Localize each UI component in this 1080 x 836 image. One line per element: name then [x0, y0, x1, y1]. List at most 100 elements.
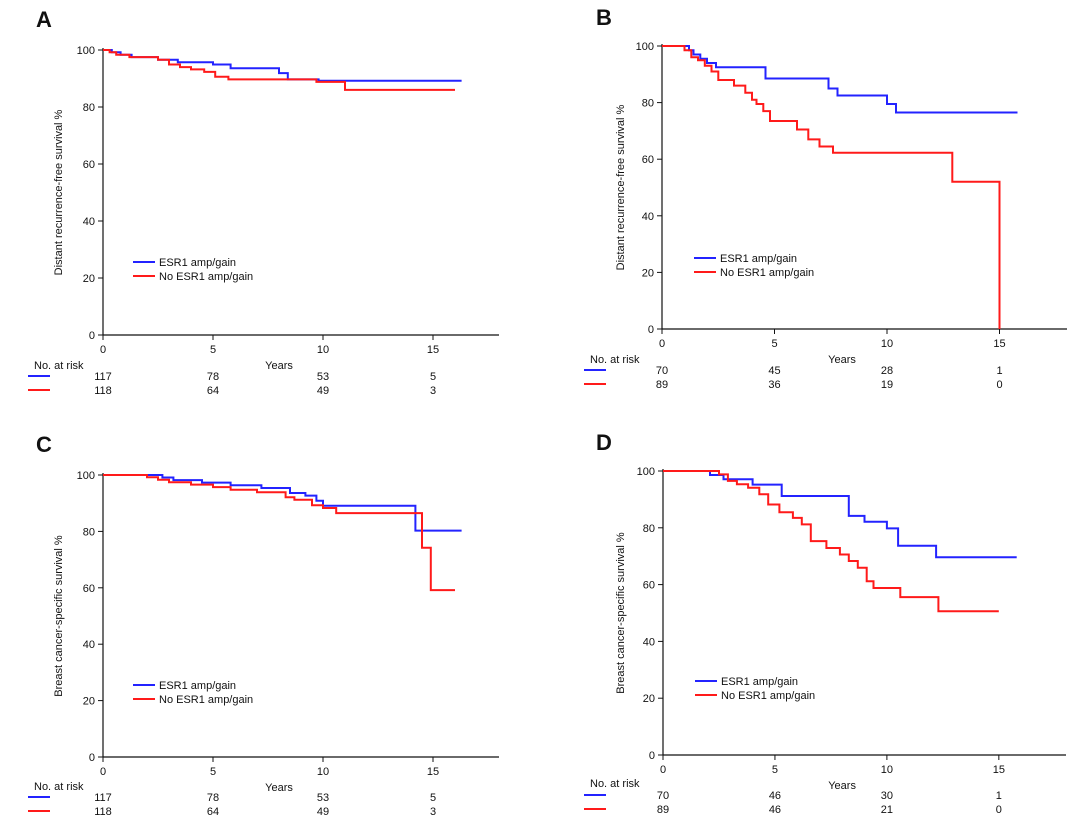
y-tick-label: 20	[83, 273, 95, 285]
x-axis-title: Years	[265, 782, 293, 794]
risk-table-title: No. at risk	[34, 360, 84, 372]
x-tick-label: 0	[660, 764, 666, 776]
x-tick-label: 0	[659, 338, 665, 350]
x-tick-label: 15	[427, 766, 439, 778]
panel-letter: D	[596, 430, 612, 455]
y-tick-label: 40	[643, 636, 655, 648]
risk-count: 89	[657, 804, 669, 816]
x-axis-title: Years	[828, 780, 856, 792]
x-tick-label: 15	[427, 344, 439, 356]
risk-count: 3	[430, 806, 436, 818]
risk-count: 45	[768, 365, 780, 377]
panel-d: D 0 20 40 60 80 100 0 5 10 15 Years Breast cancer-sp…	[584, 430, 1066, 816]
risk-count: 78	[207, 792, 219, 804]
y-tick-label: 40	[83, 639, 95, 651]
risk-count: 46	[769, 790, 781, 802]
risk-count: 28	[881, 365, 893, 377]
risk-count: 117	[94, 792, 112, 804]
risk-count: 21	[881, 804, 893, 816]
x-tick-label: 0	[100, 766, 106, 778]
y-tick-label: 0	[89, 330, 95, 342]
x-tick-label: 5	[210, 344, 216, 356]
risk-count: 64	[207, 806, 219, 818]
x-tick-label: 5	[210, 766, 216, 778]
y-tick-label: 20	[643, 693, 655, 705]
y-tick-label: 20	[642, 267, 654, 279]
legend-label: ESR1 amp/gain	[159, 257, 236, 269]
risk-table-title: No. at risk	[590, 354, 640, 366]
risk-count: 53	[317, 371, 329, 383]
y-tick-label: 40	[83, 216, 95, 228]
risk-count: 70	[656, 365, 668, 377]
y-tick-label: 0	[89, 752, 95, 764]
y-tick-label: 100	[637, 466, 655, 478]
legend-label: No ESR1 amp/gain	[159, 271, 253, 283]
x-tick-label: 15	[993, 764, 1005, 776]
risk-count: 0	[996, 379, 1002, 391]
risk-count: 89	[656, 379, 668, 391]
legend-label: No ESR1 amp/gain	[721, 690, 815, 702]
x-axis-title: Years	[828, 354, 856, 366]
y-tick-label: 0	[648, 324, 654, 336]
panel-a: A 0 20 40 60 80 100 0 5 10 15 Years Distant recurren…	[28, 7, 499, 397]
panel-letter: C	[36, 432, 52, 457]
panel-c: C 0 20 40 60 80 100 0 5 10 15 Years Breast cancer-sp…	[28, 432, 499, 818]
y-axis-title: Breast cancer-specific survival %	[53, 535, 65, 697]
series-esr1-line	[103, 49, 462, 82]
panel-letter: A	[36, 7, 52, 32]
risk-count: 70	[657, 790, 669, 802]
x-tick-label: 5	[771, 338, 777, 350]
y-tick-label: 60	[643, 580, 655, 592]
legend-label: ESR1 amp/gain	[720, 253, 797, 265]
y-tick-label: 100	[636, 41, 654, 53]
risk-count: 30	[881, 790, 893, 802]
x-tick-label: 10	[317, 766, 329, 778]
y-tick-label: 80	[83, 526, 95, 538]
risk-count: 46	[769, 804, 781, 816]
x-axis-title: Years	[265, 360, 293, 372]
risk-count: 1	[996, 790, 1002, 802]
risk-table-title: No. at risk	[34, 781, 84, 793]
series-esr1-line	[662, 45, 1018, 114]
y-tick-label: 60	[642, 154, 654, 166]
panel-letter: B	[596, 5, 612, 30]
risk-count: 78	[207, 371, 219, 383]
risk-table-title: No. at risk	[590, 778, 640, 790]
x-tick-label: 5	[772, 764, 778, 776]
risk-count: 3	[430, 385, 436, 397]
series-no-esr1-line	[103, 49, 455, 91]
y-axis-title: Distant recurrence-free survival %	[615, 104, 627, 270]
series-esr1-line	[663, 470, 1017, 559]
risk-count: 36	[768, 379, 780, 391]
y-tick-label: 80	[83, 102, 95, 114]
y-tick-label: 60	[83, 583, 95, 595]
x-tick-label: 10	[881, 338, 893, 350]
risk-count: 5	[430, 371, 436, 383]
y-axis-title: Breast cancer-specific survival %	[615, 532, 627, 694]
series-no-esr1-line	[663, 470, 999, 613]
y-tick-label: 40	[642, 211, 654, 223]
y-tick-label: 80	[643, 523, 655, 535]
series-no-esr1-line	[662, 45, 1001, 329]
risk-count: 1	[996, 365, 1002, 377]
risk-count: 19	[881, 379, 893, 391]
legend-label: No ESR1 amp/gain	[159, 694, 253, 706]
risk-count: 64	[207, 385, 219, 397]
legend-label: No ESR1 amp/gain	[720, 267, 814, 279]
x-tick-label: 0	[100, 344, 106, 356]
risk-count: 53	[317, 792, 329, 804]
y-tick-label: 100	[77, 470, 95, 482]
y-tick-label: 20	[83, 696, 95, 708]
risk-count: 118	[94, 806, 112, 818]
y-tick-label: 60	[83, 159, 95, 171]
legend-label: ESR1 amp/gain	[159, 680, 236, 692]
risk-count: 49	[317, 385, 329, 397]
risk-count: 49	[317, 806, 329, 818]
y-tick-label: 0	[649, 750, 655, 762]
legend-label: ESR1 amp/gain	[721, 676, 798, 688]
x-tick-label: 15	[993, 338, 1005, 350]
x-tick-label: 10	[881, 764, 893, 776]
risk-count: 5	[430, 792, 436, 804]
